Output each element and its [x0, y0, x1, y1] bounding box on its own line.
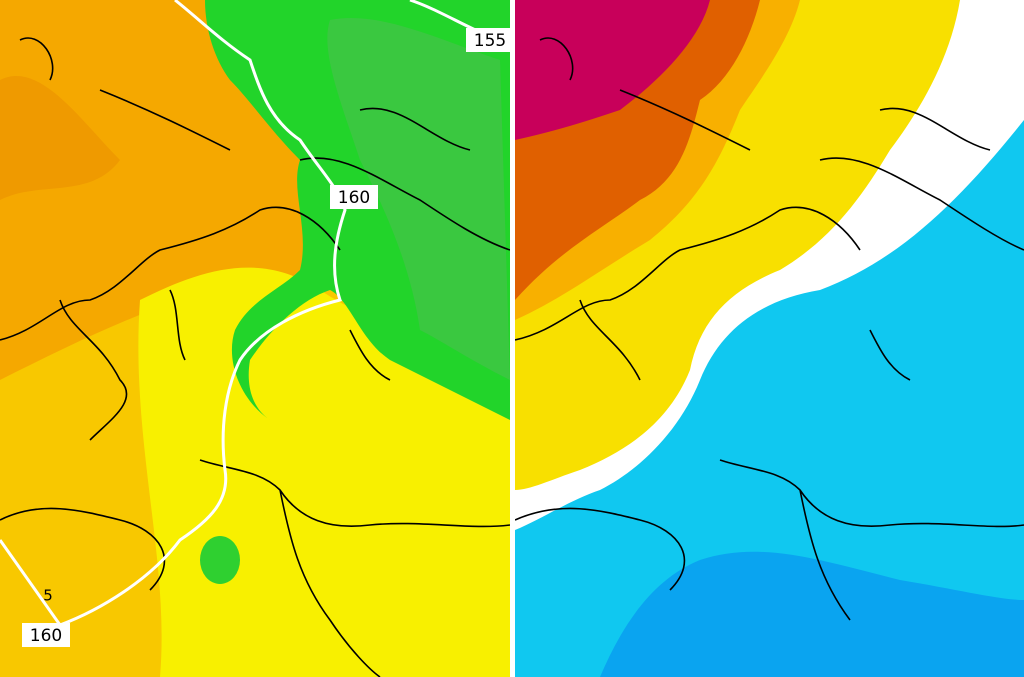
- divider: [510, 0, 515, 677]
- isoline-label: 160: [338, 188, 370, 208]
- field-green-spot: [200, 536, 240, 584]
- contour-label: 5: [43, 587, 53, 605]
- isoline-label: 155: [474, 31, 506, 51]
- label-box: [330, 185, 378, 209]
- coastlines: [515, 37, 1024, 621]
- field-deep-orange: [0, 76, 120, 200]
- isoline-label: 160: [30, 626, 62, 646]
- field-magenta: [515, 0, 710, 140]
- left-map: 155 160 160 5: [0, 0, 510, 677]
- coastlines: [0, 37, 510, 677]
- label-box: [466, 28, 510, 52]
- label-box: [22, 623, 70, 647]
- right-map: [515, 0, 1024, 677]
- field-blue: [600, 551, 1024, 677]
